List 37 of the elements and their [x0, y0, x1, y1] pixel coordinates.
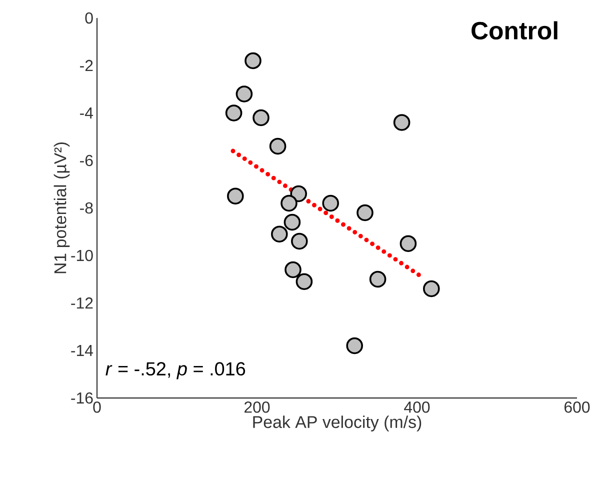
point	[322, 194, 340, 212]
y-tick-label: -8	[80, 202, 93, 214]
point	[244, 52, 262, 70]
y-tick-label: -4	[80, 108, 94, 118]
point	[296, 273, 313, 290]
x-tick-label: 600	[564, 402, 590, 413]
point	[291, 232, 308, 250]
x-axis-title: Peak AP velocity (m/s)	[253, 416, 422, 432]
y-tick-label: -14	[71, 345, 94, 356]
point	[423, 280, 440, 298]
point	[227, 188, 244, 205]
point	[356, 204, 374, 222]
point	[290, 185, 308, 202]
point	[236, 86, 253, 102]
point	[280, 194, 298, 212]
point	[269, 138, 286, 155]
x-tick-label: 200	[244, 402, 270, 413]
point	[400, 235, 417, 252]
y-tick-label: -16	[71, 392, 93, 404]
annotation: r = -.52, p = .016	[106, 362, 246, 380]
y-tick-label: -10	[71, 250, 93, 262]
point	[346, 337, 364, 354]
x-tick-label: 400	[404, 402, 430, 413]
y-tick-label: 0	[85, 12, 93, 24]
point	[252, 109, 270, 126]
point	[393, 114, 410, 131]
y-tick-label: -12	[71, 297, 93, 309]
point	[271, 226, 288, 243]
point	[284, 261, 302, 278]
y-tick-label: -2	[80, 60, 93, 72]
y-tick-label: -6	[80, 154, 93, 166]
y-axis-title: N1 potential (µV²)	[54, 142, 70, 274]
point	[225, 104, 242, 122]
x-tick-label: 0	[93, 402, 101, 413]
chart-title: Control	[472, 21, 558, 40]
point	[284, 214, 301, 231]
point	[369, 270, 386, 288]
